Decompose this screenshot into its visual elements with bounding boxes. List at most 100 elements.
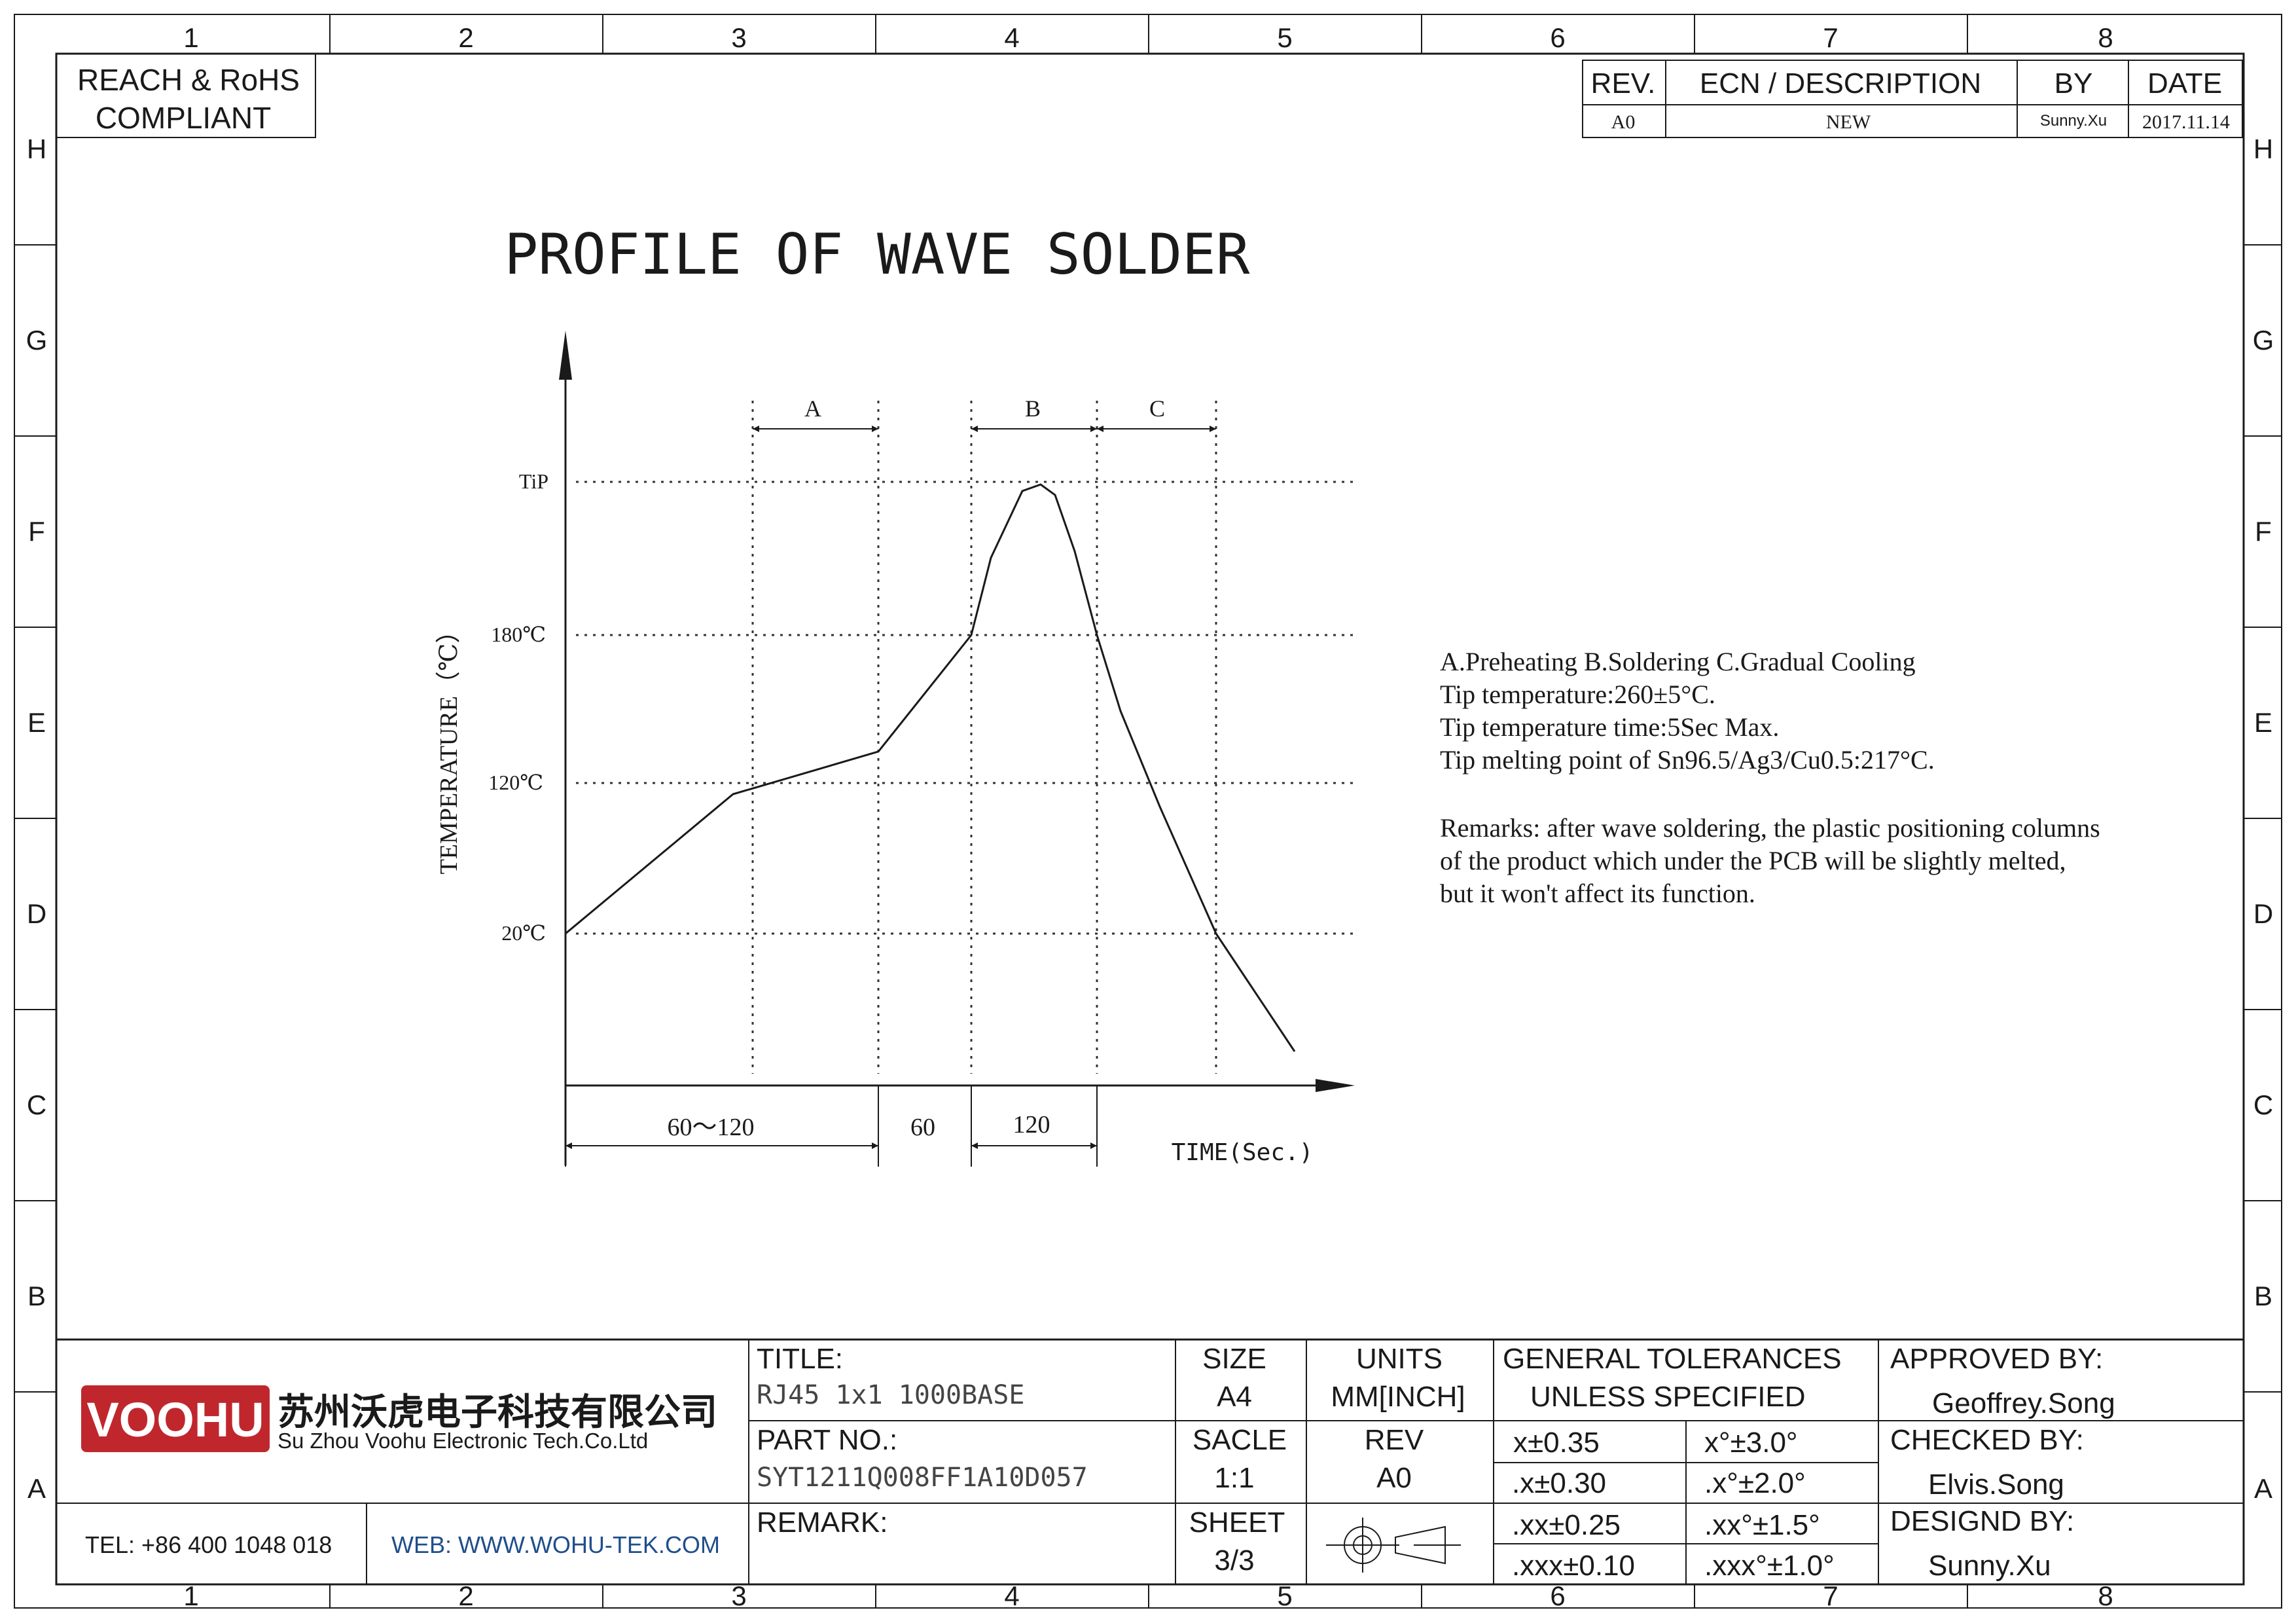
tolerance-linear: .xxx±0.10 [1512, 1550, 1635, 1582]
guide-lines [576, 401, 1354, 1074]
note-line: A.Preheating B.Soldering C.Gradual Cooli… [1440, 647, 1916, 676]
row-label-left: E [27, 707, 46, 738]
time-segment-labels: 60～120 60 120 [667, 1111, 1050, 1141]
sheet-value: 3/3 [1214, 1544, 1254, 1577]
designed-value: Sunny.Xu [1928, 1550, 2051, 1582]
units-value: MM[INCH] [1331, 1381, 1465, 1413]
ecn-header: ECN / DESCRIPTION [1700, 67, 1981, 100]
zone-label-b: B [1025, 395, 1041, 422]
col-label-bottom: 1 [183, 1580, 198, 1611]
col-label-top: 4 [1004, 22, 1019, 53]
company-name-en: Su Zhou Voohu Electronic Tech.Co.Ltd [278, 1429, 648, 1453]
col-label-top: 3 [731, 22, 746, 53]
y-axis-label: TEMPERATURE（℃） [435, 619, 463, 875]
y-tick-labels: TiP 180℃ 120℃ 20℃ [488, 469, 548, 945]
logo-text: VOOHU [86, 1393, 264, 1447]
remark-label: REMARK: [757, 1506, 888, 1539]
drawing-title: PROFILE OF WAVE SOLDER [504, 222, 1249, 287]
col-label-bottom: 4 [1004, 1580, 1019, 1611]
row-label-left: F [28, 516, 45, 547]
rev-value: A0 [1611, 111, 1636, 133]
scale-label: SACLE [1193, 1424, 1287, 1456]
approved-label: APPROVED BY: [1890, 1343, 2103, 1375]
time-segment-preheat: 60～120 [667, 1114, 754, 1141]
date-value: 2017.11.14 [2142, 111, 2230, 133]
tolerance-angular: x°±3.0° [1704, 1427, 1798, 1459]
col-label-bottom: 6 [1550, 1580, 1565, 1611]
approved-value: Geoffrey.Song [1932, 1387, 2115, 1419]
compliance-line2: COMPLIANT [96, 101, 271, 135]
solder-profile-graph: TiP 180℃ 120℃ 20℃ TEMPERATURE（℃） A B C [435, 331, 1355, 1167]
size-value: A4 [1217, 1381, 1252, 1413]
tolerance-title: GENERAL TOLERANCES [1503, 1343, 1842, 1375]
axes [559, 331, 1355, 1165]
zone-label-a: A [804, 395, 821, 422]
row-label-right: F [2255, 516, 2272, 547]
tolerance-linear: x±0.35 [1513, 1427, 1600, 1459]
checked-value: Elvis.Song [1928, 1468, 2064, 1501]
row-label-right: H [2253, 134, 2273, 164]
row-label-left: H [27, 134, 46, 164]
col-label-top: 7 [1823, 22, 1838, 53]
scale-value: 1:1 [1214, 1462, 1254, 1494]
time-segment-ramp: 60 [910, 1114, 935, 1141]
col-label-bottom: 7 [1823, 1580, 1838, 1611]
website-link[interactable]: WEB: WWW.WOHU-TEK.COM [391, 1531, 720, 1558]
row-label-left: B [27, 1281, 46, 1311]
tolerance-angular: .xxx°±1.0° [1704, 1550, 1835, 1582]
part-label: PART NO.: [757, 1424, 897, 1456]
row-label-right: B [2254, 1281, 2272, 1311]
size-label: SIZE [1202, 1343, 1266, 1375]
date-header: DATE [2147, 67, 2222, 100]
row-label-right: G [2253, 325, 2274, 356]
title-label: TITLE: [757, 1343, 843, 1375]
row-label-left: A [27, 1473, 46, 1504]
designed-label: DESIGND BY: [1890, 1505, 2074, 1537]
process-notes: A.Preheating B.Soldering C.Gradual Cooli… [1440, 647, 2100, 908]
note-line: Tip temperature time:5Sec Max. [1440, 712, 1779, 742]
row-label-left: C [27, 1089, 46, 1120]
tolerance-angular: .xx°±1.5° [1704, 1509, 1820, 1541]
tolerance-subtitle: UNLESS SPECIFIED [1530, 1381, 1806, 1413]
company-logo: VOOHU [81, 1385, 270, 1452]
by-header: BY [2054, 67, 2093, 100]
col-label-top: 1 [183, 22, 198, 53]
zone-letters: A B C [804, 395, 1165, 422]
zone-labels: 1 2 3 4 5 6 7 8 1 2 3 4 5 6 7 8 H G F E … [26, 22, 2274, 1611]
rev-label: REV [1365, 1424, 1424, 1456]
col-label-top: 2 [458, 22, 473, 53]
rev-value: A0 [1376, 1462, 1412, 1494]
col-label-bottom: 8 [2098, 1580, 2113, 1611]
col-label-bottom: 2 [458, 1580, 473, 1611]
remark-line: but it won't affect its function. [1440, 879, 1755, 908]
third-angle-projection-icon [1326, 1518, 1461, 1573]
row-label-right: D [2253, 898, 2273, 929]
units-label: UNITS [1356, 1343, 1443, 1375]
col-label-bottom: 5 [1277, 1580, 1292, 1611]
tolerance-angular: .x°±2.0° [1704, 1467, 1806, 1499]
col-label-bottom: 3 [731, 1580, 746, 1611]
time-segment-solder: 120 [1013, 1111, 1050, 1139]
title-value: RJ45 1x1 1000BASE [757, 1380, 1024, 1410]
row-label-right: C [2253, 1089, 2273, 1120]
y-tick-label-tip: TiP [519, 469, 548, 493]
temperature-curve [565, 483, 1296, 1052]
compliance-box: REACH & RoHS COMPLIANT [56, 53, 316, 138]
y-tick-label-120: 120℃ [488, 771, 543, 794]
row-label-right: A [2254, 1473, 2272, 1504]
col-label-top: 8 [2098, 22, 2113, 53]
title-block: VOOHU 苏州沃虎电子科技有限公司 Su Zhou Voohu Electro… [56, 1338, 2244, 1584]
time-dimensions [565, 1085, 1098, 1167]
remark-line: of the product which under the PCB will … [1440, 846, 2066, 875]
checked-label: CHECKED BY: [1890, 1424, 2084, 1456]
y-tick-label-20: 20℃ [501, 921, 546, 945]
col-label-top: 5 [1277, 22, 1292, 53]
tolerance-linear: .x±0.30 [1512, 1467, 1606, 1499]
y-tick-label-180: 180℃ [491, 623, 546, 646]
part-number: SYT1211Q008FF1A10D057 [757, 1463, 1088, 1493]
telephone: TEL: +86 400 1048 018 [85, 1531, 332, 1558]
ecn-value: NEW [1826, 111, 1871, 133]
note-line: Tip temperature:260±5°C. [1440, 680, 1715, 709]
sheet-label: SHEET [1189, 1506, 1285, 1539]
